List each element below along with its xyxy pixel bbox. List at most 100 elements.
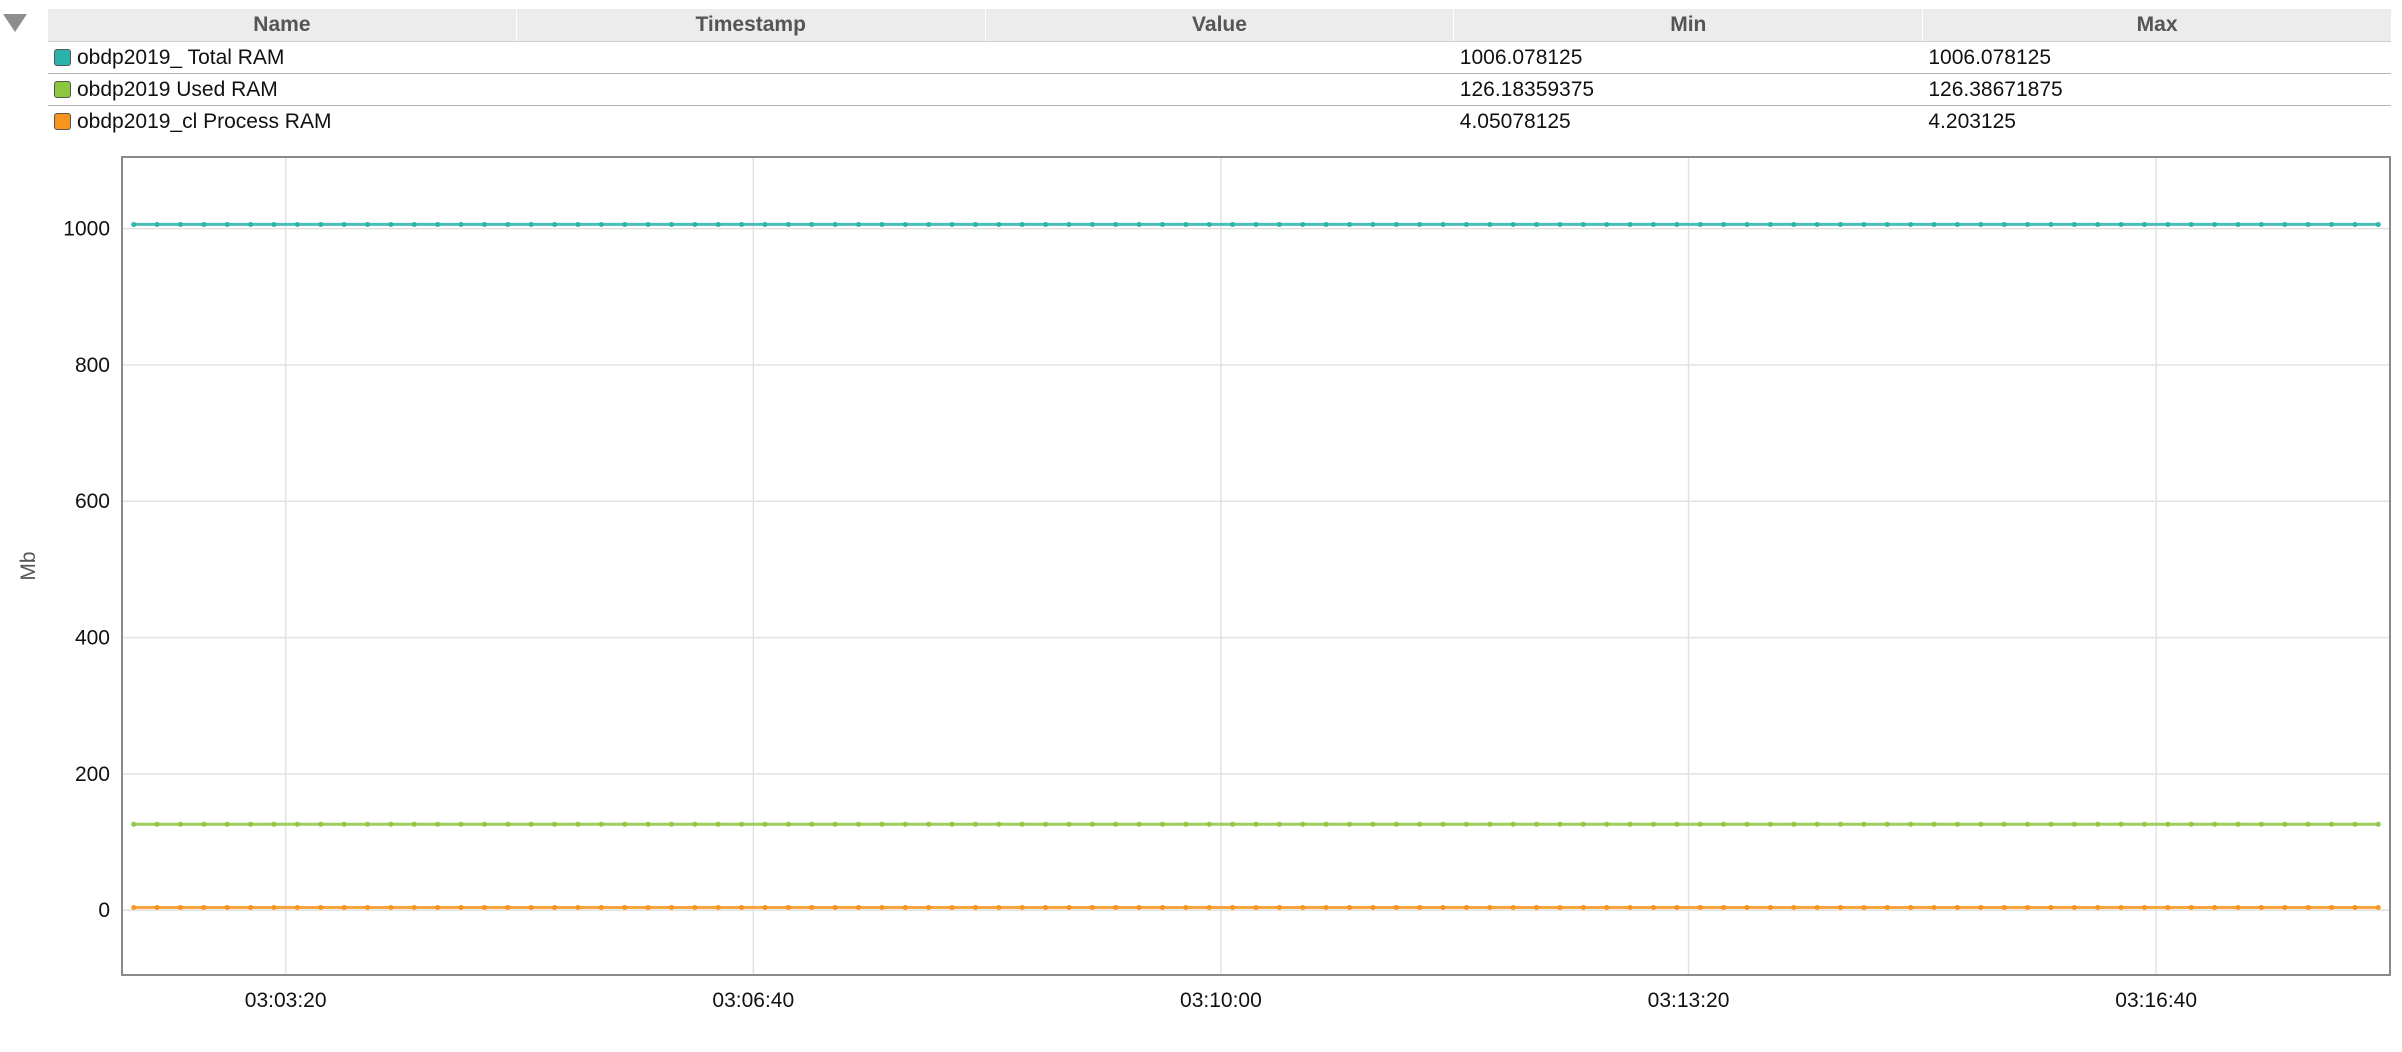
data-point[interactable]	[1931, 904, 1937, 911]
data-point[interactable]	[809, 221, 815, 228]
data-point[interactable]	[1042, 821, 1049, 827]
data-point[interactable]	[1089, 821, 1095, 827]
data-point[interactable]	[271, 821, 277, 827]
data-point[interactable]	[2188, 821, 2194, 827]
data-point[interactable]	[2212, 821, 2218, 827]
data-point[interactable]	[1300, 904, 1306, 911]
data-point[interactable]	[2024, 221, 2031, 228]
data-point[interactable]	[1136, 821, 1142, 827]
data-point[interactable]	[879, 904, 885, 911]
data-point[interactable]	[2282, 221, 2288, 228]
data-point[interactable]	[1978, 904, 1984, 911]
data-point[interactable]	[2375, 221, 2381, 228]
data-point[interactable]	[1954, 821, 1961, 827]
data-point[interactable]	[972, 221, 979, 228]
data-point[interactable]	[131, 821, 137, 827]
data-point[interactable]	[2165, 904, 2171, 911]
data-point[interactable]	[2024, 904, 2031, 911]
data-point[interactable]	[1089, 904, 1095, 911]
data-point[interactable]	[598, 221, 604, 228]
data-point[interactable]	[154, 821, 160, 827]
data-point[interactable]	[528, 821, 534, 827]
data-point[interactable]	[1276, 821, 1282, 827]
data-point[interactable]	[2165, 821, 2171, 827]
data-point[interactable]	[2258, 221, 2265, 228]
data-point[interactable]	[1954, 221, 1961, 228]
data-point[interactable]	[1230, 904, 1236, 911]
data-point[interactable]	[177, 221, 184, 228]
data-point[interactable]	[1183, 904, 1189, 911]
data-point[interactable]	[1510, 221, 1516, 228]
data-point[interactable]	[1931, 221, 1937, 228]
data-point[interactable]	[1159, 904, 1166, 911]
data-point[interactable]	[1674, 221, 1680, 228]
data-point[interactable]	[388, 821, 394, 827]
data-point[interactable]	[1791, 821, 1797, 827]
data-point[interactable]	[1837, 821, 1844, 827]
data-point[interactable]	[2352, 821, 2358, 827]
data-point[interactable]	[1113, 221, 1119, 228]
data-point[interactable]	[551, 904, 558, 911]
data-point[interactable]	[1440, 904, 1446, 911]
data-point[interactable]	[1136, 904, 1142, 911]
data-point[interactable]	[1042, 221, 1049, 228]
data-point[interactable]	[1323, 221, 1329, 228]
data-point[interactable]	[2071, 221, 2077, 228]
data-point[interactable]	[645, 821, 651, 827]
data-point[interactable]	[2165, 221, 2171, 228]
data-point[interactable]	[1230, 221, 1236, 228]
data-point[interactable]	[224, 221, 230, 228]
data-point[interactable]	[739, 221, 745, 228]
data-point[interactable]	[785, 904, 791, 911]
data-point[interactable]	[1627, 904, 1633, 911]
data-point[interactable]	[2071, 821, 2077, 827]
data-point[interactable]	[1861, 821, 1867, 827]
data-point[interactable]	[2188, 904, 2194, 911]
data-point[interactable]	[1650, 221, 1657, 228]
data-point[interactable]	[341, 821, 347, 827]
data-point[interactable]	[1814, 904, 1820, 911]
data-point[interactable]	[1580, 904, 1586, 911]
column-header-min[interactable]: Min	[1454, 9, 1924, 41]
data-point[interactable]	[1837, 221, 1844, 228]
data-point[interactable]	[1440, 221, 1446, 228]
data-point[interactable]	[154, 221, 160, 228]
data-point[interactable]	[2235, 821, 2241, 827]
data-point[interactable]	[715, 221, 721, 228]
data-point[interactable]	[1744, 821, 1750, 827]
data-point[interactable]	[926, 821, 932, 827]
data-point[interactable]	[598, 821, 604, 827]
data-point[interactable]	[2118, 821, 2124, 827]
data-point[interactable]	[715, 821, 721, 827]
data-point[interactable]	[1650, 904, 1657, 911]
data-point[interactable]	[1066, 821, 1072, 827]
data-point[interactable]	[1533, 904, 1540, 911]
data-point[interactable]	[341, 221, 347, 228]
data-point[interactable]	[318, 821, 324, 827]
data-point[interactable]	[809, 821, 815, 827]
data-point[interactable]	[1721, 904, 1727, 911]
data-point[interactable]	[1487, 221, 1493, 228]
data-point[interactable]	[1721, 221, 1727, 228]
data-point[interactable]	[1300, 221, 1306, 228]
data-point[interactable]	[1697, 821, 1703, 827]
data-point[interactable]	[902, 904, 908, 911]
data-point[interactable]	[855, 904, 862, 911]
data-point[interactable]	[1463, 821, 1470, 827]
data-point[interactable]	[1276, 904, 1282, 911]
data-point[interactable]	[1417, 221, 1423, 228]
data-point[interactable]	[1557, 221, 1563, 228]
data-point[interactable]	[2305, 904, 2311, 911]
data-point[interactable]	[1393, 821, 1399, 827]
data-point[interactable]	[926, 904, 932, 911]
data-point[interactable]	[1300, 821, 1306, 827]
data-point[interactable]	[1697, 904, 1703, 911]
data-point[interactable]	[1814, 221, 1820, 228]
data-point[interactable]	[1159, 221, 1166, 228]
data-point[interactable]	[692, 821, 698, 827]
data-point[interactable]	[1908, 821, 1914, 827]
data-point[interactable]	[1884, 904, 1890, 911]
data-point[interactable]	[1253, 904, 1259, 911]
data-point[interactable]	[2352, 221, 2358, 228]
data-point[interactable]	[879, 221, 885, 228]
